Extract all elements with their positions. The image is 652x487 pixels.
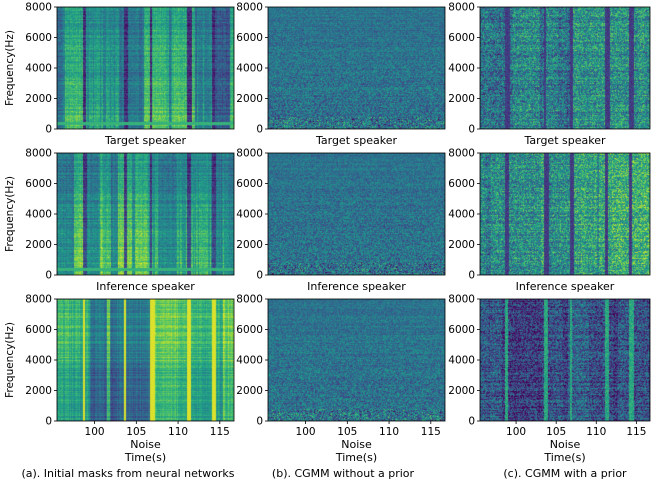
panel-title: Noise <box>341 438 372 451</box>
x-tick-label: 100 <box>506 426 526 438</box>
caption-col-c: (c). CGMM with a prior <box>503 467 627 480</box>
panel-title: Inference speaker <box>96 280 195 293</box>
y-tick-label: 8000 <box>236 148 263 160</box>
x-tick-label: 100 <box>296 426 316 438</box>
y-tick-label: 8000 <box>25 2 52 14</box>
y-tick-label: 0 <box>256 416 263 428</box>
spectrogram-image <box>268 7 445 129</box>
y-tick-label: 0 <box>468 270 475 282</box>
panel-title: Noise <box>130 438 161 451</box>
panel-r2-c0: 0 2000 4000 6000 8000 Frequency(Hz) Noise 100 10… <box>4 294 235 464</box>
x-tick-label: 110 <box>586 426 606 438</box>
panel-r2-c1: 0 2000 4000 6000 8000 Noise 100 105 110 115 Time(s… <box>236 294 446 464</box>
y-tick-label: 0 <box>45 416 52 428</box>
panel-title: Target speaker <box>104 134 186 147</box>
y-tick-label: 2000 <box>236 239 263 251</box>
y-tick-label: 0 <box>45 124 52 136</box>
panel-r0-c1: 0 2000 4000 6000 8000 Target speaker <box>236 2 446 147</box>
x-tick-label: 105 <box>337 426 357 438</box>
panel-r1-c0: 0 2000 4000 6000 8000 Frequency(Hz) Inference … <box>4 148 235 293</box>
y-tick-label: 2000 <box>448 93 475 105</box>
y-tick-label: 4000 <box>25 209 52 221</box>
y-tick-label: 4000 <box>236 355 263 367</box>
y-tick-label: 0 <box>468 124 475 136</box>
spectrogram-image <box>268 153 445 275</box>
y-tick-label: 2000 <box>236 385 263 397</box>
y-tick-label: 8000 <box>236 294 263 306</box>
y-tick-label: 4000 <box>448 355 475 367</box>
y-tick-label: 4000 <box>448 209 475 221</box>
column-captions: (a). Initial masks from neural networks … <box>21 467 627 480</box>
x-tick-label: 115 <box>210 426 230 438</box>
y-tick-label: 6000 <box>25 178 52 190</box>
x-tick-label: 115 <box>421 426 441 438</box>
y-axis-label: Frequency(Hz) <box>4 176 16 252</box>
caption-col-b: (b). CGMM without a prior <box>272 467 415 480</box>
panel-title: Target speaker <box>523 134 605 147</box>
y-tick-label: 4000 <box>236 63 263 75</box>
y-tick-label: 4000 <box>448 63 475 75</box>
y-tick-label: 4000 <box>236 209 263 221</box>
y-tick-label: 2000 <box>448 385 475 397</box>
y-tick-label: 8000 <box>25 148 52 160</box>
x-tick-label: 110 <box>379 426 399 438</box>
spectrogram-image <box>480 7 650 129</box>
panel-r0-c0: 0 2000 4000 6000 8000 Frequency(Hz) Target spe… <box>4 2 235 147</box>
panel-r2-c2: 0 2000 4000 6000 8000 Noise 100 105 110 115 Time(s… <box>448 294 651 464</box>
x-tick-label: 110 <box>168 426 188 438</box>
y-tick-label: 0 <box>468 416 475 428</box>
y-tick-label: 2000 <box>25 239 52 251</box>
caption-col-a: (a). Initial masks from neural networks <box>21 467 234 480</box>
x-axis-label: Time(s) <box>124 451 166 464</box>
y-tick-label: 6000 <box>236 32 263 44</box>
panel-r1-c2: 0 2000 4000 6000 8000 Inference speaker <box>448 148 651 293</box>
panel-r0-c2: 0 2000 4000 6000 8000 Target speaker <box>448 2 651 147</box>
y-tick-label: 2000 <box>448 239 475 251</box>
x-axis-label: Time(s) <box>543 451 585 464</box>
y-tick-label: 8000 <box>448 148 475 160</box>
y-tick-label: 0 <box>45 270 52 282</box>
spectrogram-image <box>268 299 445 421</box>
x-tick-label: 115 <box>626 426 646 438</box>
y-tick-label: 4000 <box>25 355 52 367</box>
panel-title: Inference speaker <box>307 280 406 293</box>
y-tick-label: 6000 <box>236 324 263 336</box>
x-tick-label: 100 <box>85 426 105 438</box>
y-tick-label: 8000 <box>448 2 475 14</box>
y-tick-label: 4000 <box>25 63 52 75</box>
spectrogram-image <box>480 299 650 421</box>
spectrogram-image <box>57 299 234 421</box>
spectrogram-grid: 0 2000 4000 6000 8000 Frequency(Hz) Target spe… <box>4 2 651 464</box>
panel-title: Noise <box>550 438 581 451</box>
x-tick-label: 105 <box>126 426 146 438</box>
y-axis-label: Frequency(Hz) <box>4 30 16 106</box>
spectrogram-image <box>57 7 234 129</box>
spectrogram-image <box>57 153 234 275</box>
y-tick-label: 6000 <box>448 178 475 190</box>
y-tick-label: 2000 <box>25 93 52 105</box>
panel-title: Target speaker <box>315 134 397 147</box>
y-tick-label: 6000 <box>448 32 475 44</box>
x-tick-label: 105 <box>546 426 566 438</box>
y-tick-label: 6000 <box>236 178 263 190</box>
panel-r1-c1: 0 2000 4000 6000 8000 Inference speaker <box>236 148 446 293</box>
y-tick-label: 0 <box>256 270 263 282</box>
y-tick-label: 2000 <box>25 385 52 397</box>
x-axis-label: Time(s) <box>335 451 377 464</box>
y-tick-label: 8000 <box>236 2 263 14</box>
y-tick-label: 2000 <box>236 93 263 105</box>
y-tick-label: 8000 <box>448 294 475 306</box>
y-tick-label: 6000 <box>25 324 52 336</box>
y-tick-label: 0 <box>256 124 263 136</box>
y-tick-label: 6000 <box>25 32 52 44</box>
spectrogram-image <box>480 153 650 275</box>
y-tick-label: 6000 <box>448 324 475 336</box>
y-axis-label: Frequency(Hz) <box>4 322 16 398</box>
panel-title: Inference speaker <box>516 280 615 293</box>
y-tick-label: 8000 <box>25 294 52 306</box>
